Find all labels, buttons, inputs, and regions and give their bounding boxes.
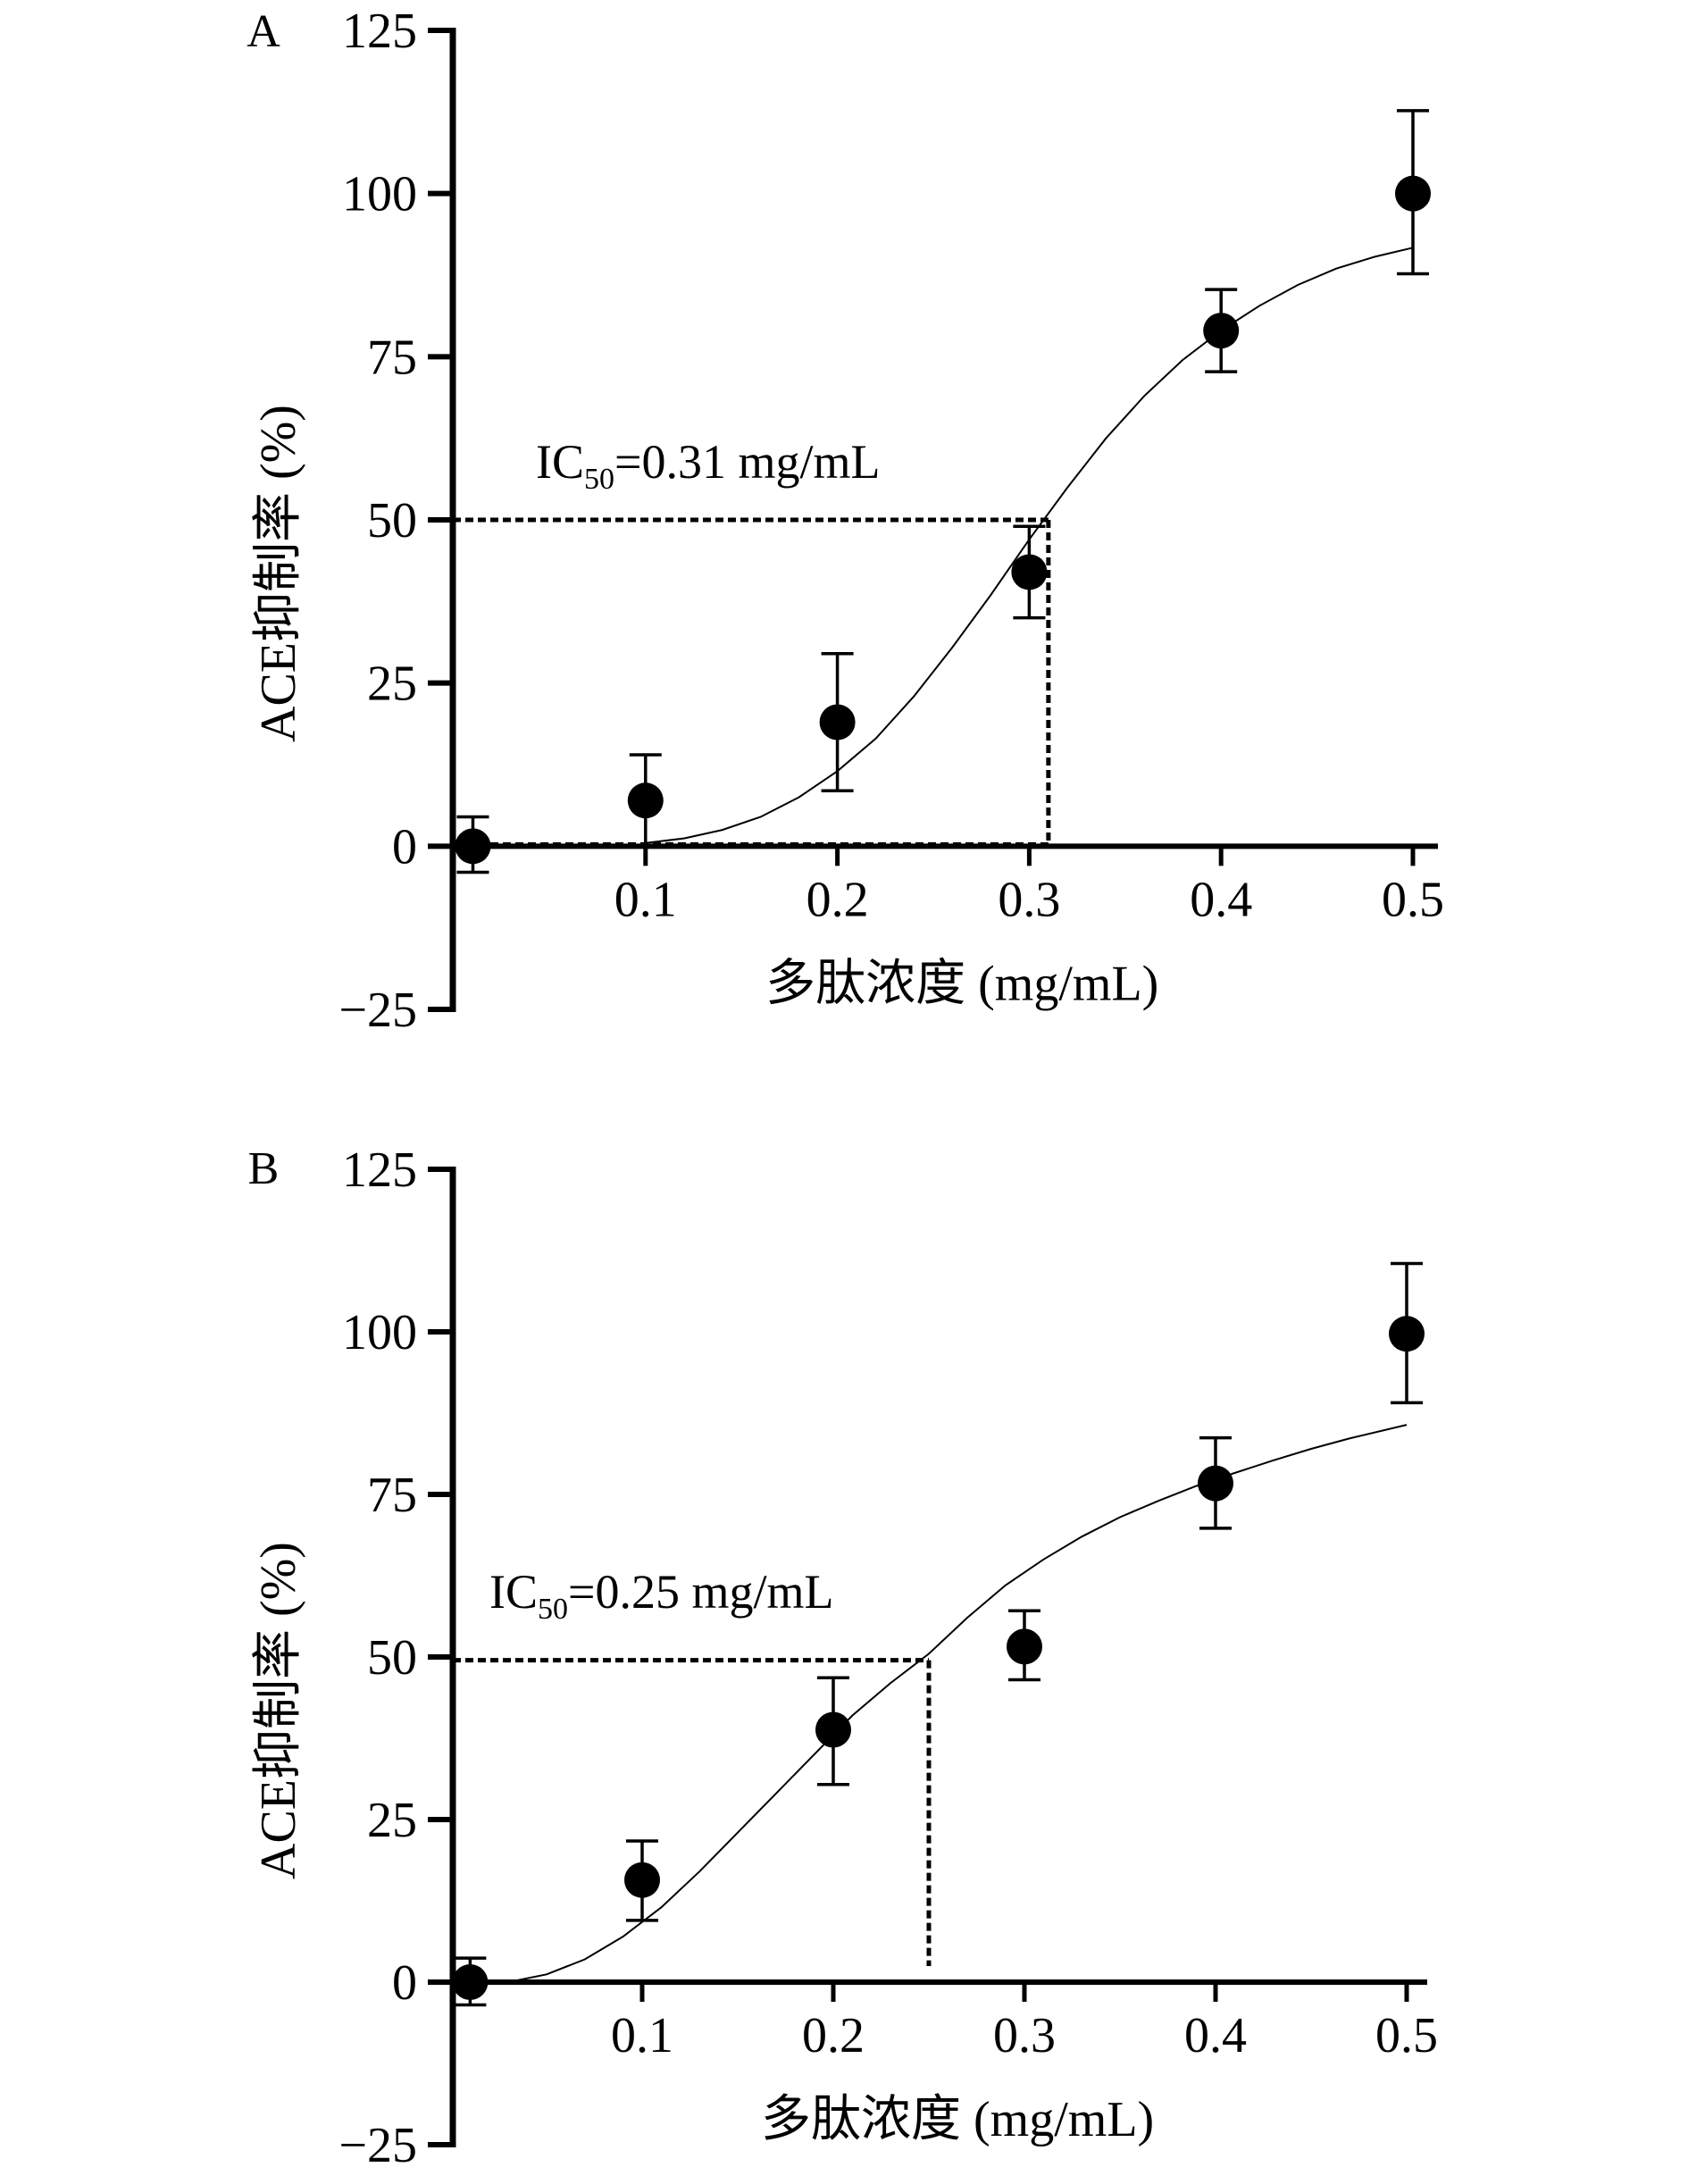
fit-curve	[508, 1424, 1408, 1983]
x-tick-label: 0.4	[1184, 2008, 1247, 2063]
x-tick-label: 0.1	[614, 872, 677, 927]
panel-label: A	[247, 6, 280, 57]
y-tick-label: 75	[367, 330, 417, 385]
ic50-value: =0.31 mg/mL	[614, 435, 880, 489]
data-point	[455, 828, 491, 865]
x-tick-label: 0.2	[802, 2008, 865, 2063]
data-point	[1198, 1465, 1233, 1502]
y-tick-label: 0	[392, 819, 417, 874]
x-tick-label: 0.3	[993, 2008, 1056, 2063]
y-tick-label: 100	[342, 167, 417, 222]
data-point	[815, 1711, 851, 1748]
panel-a: A −25 0 25 50 75 100 125 0.1 0.2 0.3 0.4 0.5 多肽浓度 (mg…	[247, 4, 1444, 1038]
y-tick-label: 50	[367, 1630, 417, 1686]
x-tick-label: 0.5	[1375, 2008, 1438, 2063]
x-tick-label: 0.4	[1190, 872, 1252, 927]
data-point	[1395, 175, 1431, 212]
x-tick-label: 0.5	[1382, 872, 1444, 927]
y-tick-label: 125	[342, 4, 417, 59]
panel-b: B −25 0 25 50 75 100 125 0.1 0.2 0.3 0.4 0.5 多肽浓度 (mg…	[248, 1142, 1438, 2173]
y-tick-label: 25	[367, 657, 417, 712]
data-point	[1007, 1628, 1042, 1665]
y-tick-label: 25	[367, 1793, 417, 1848]
ic50-value: =0.25 mg/mL	[568, 1565, 833, 1619]
data-point	[1011, 554, 1048, 590]
ic50-subscript: 50	[584, 463, 614, 496]
ic50-annotation: IC50=0.25 mg/mL	[489, 1565, 833, 1626]
ic50-prefix: IC	[489, 1565, 538, 1619]
y-tick-label: 100	[342, 1305, 417, 1360]
y-tick-label: 75	[367, 1468, 417, 1523]
y-tick-label: 125	[342, 1142, 417, 1198]
x-axis-title: 多肽浓度 (mg/mL)	[761, 2092, 1154, 2147]
y-tick-label: 0	[392, 1955, 417, 2011]
y-axis-title: ACE抑制率 (%)	[251, 405, 306, 742]
y-tick-label: −25	[338, 2118, 417, 2173]
x-tick-label: 0.2	[806, 872, 869, 927]
data-point	[452, 1964, 489, 2000]
data-point	[1203, 313, 1240, 349]
data-point	[819, 704, 856, 741]
data-point	[627, 782, 664, 819]
x-tick-label: 0.1	[611, 2008, 673, 2063]
ic50-subscript: 50	[538, 1593, 568, 1626]
ic50-prefix: IC	[536, 435, 584, 489]
panel-label: B	[248, 1143, 280, 1194]
y-tick-label: 50	[367, 493, 417, 548]
data-point	[624, 1862, 660, 1898]
data-point	[1389, 1316, 1425, 1352]
x-tick-label: 0.3	[998, 872, 1060, 927]
y-tick-label: −25	[338, 983, 417, 1038]
ic50-annotation: IC50=0.31 mg/mL	[536, 435, 880, 496]
y-axis-title: ACE抑制率 (%)	[251, 1542, 306, 1879]
x-axis-title: 多肽浓度 (mg/mL)	[765, 956, 1158, 1011]
